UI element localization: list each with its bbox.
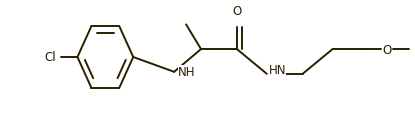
Text: Cl: Cl bbox=[44, 51, 56, 64]
Text: HN: HN bbox=[269, 63, 286, 76]
Text: O: O bbox=[383, 43, 392, 56]
Text: NH: NH bbox=[178, 66, 195, 79]
Text: O: O bbox=[232, 5, 242, 18]
